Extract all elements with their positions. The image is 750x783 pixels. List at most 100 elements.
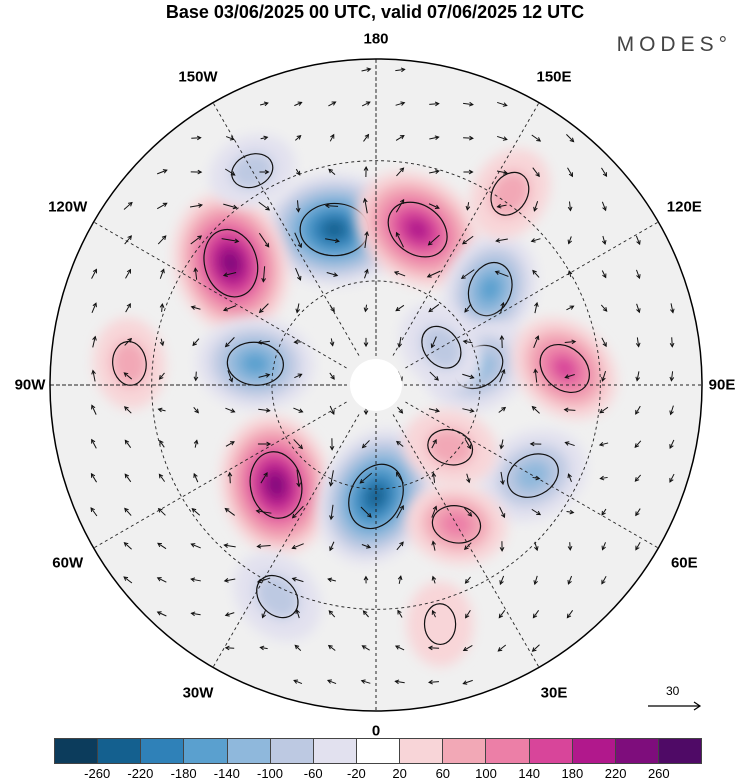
wind-arrow (258, 232, 270, 248)
wind-arrow (428, 304, 440, 313)
longitude-label: 120E (666, 198, 702, 216)
wind-arrow (530, 238, 541, 243)
wind-arrow (599, 406, 609, 414)
longitude-label: 60W (52, 554, 84, 572)
wind-arrow (363, 304, 369, 313)
wind-arrow (190, 577, 201, 583)
wind-arrow (634, 440, 642, 449)
wind-arrow (293, 679, 303, 685)
wind-arrow (293, 439, 304, 450)
colorbar-tick: 260 (647, 766, 670, 781)
wind-arrow (329, 133, 335, 142)
wind-arrow (159, 268, 165, 279)
meridian-line (212, 102, 360, 356)
wind-arrow (431, 575, 437, 584)
wind-arrow (224, 507, 235, 516)
wind-arrow (600, 304, 608, 312)
colorbar-tick: -60 (303, 766, 323, 781)
wind-arrow (223, 578, 236, 583)
anomaly-center (443, 233, 537, 345)
wind-arrow (496, 203, 507, 209)
anomaly-contour (551, 355, 578, 382)
anomaly-center (403, 409, 497, 486)
colorbar-tick-labels: -260 -220 -180 -140 -100 -60 -20 20 60 100 140 180 2… (54, 766, 702, 782)
wind-arrow (293, 407, 304, 413)
wind-arrow (294, 373, 303, 379)
meridian-line (405, 221, 659, 369)
wind-arrow (395, 231, 404, 248)
wind-arrow (669, 439, 675, 450)
wind-arrow (157, 507, 166, 516)
longitude-label: 30E (540, 684, 568, 702)
anomaly-contour (111, 340, 148, 387)
wind-arrow (295, 200, 301, 213)
wind-arrow (430, 336, 437, 349)
wind-arrow (255, 509, 272, 514)
wind-arrow (224, 337, 235, 348)
wind-arrow (429, 101, 440, 107)
streamfunction-isoline (387, 201, 448, 258)
wind-arrow (190, 543, 201, 549)
wind-arrow (363, 575, 369, 584)
wind-arrow (295, 267, 302, 281)
wind-arrow (567, 236, 573, 245)
wind-arrow (329, 372, 335, 380)
wind-arrow (258, 201, 271, 211)
wind-arrow (431, 472, 437, 483)
wind-arrow (395, 440, 404, 447)
wind-arrow (634, 474, 642, 482)
wind-arrow (224, 645, 235, 651)
wind-arrow (193, 472, 199, 483)
wind-arrow (499, 506, 506, 519)
wind-arrow (123, 201, 133, 210)
wind-arrow (329, 504, 334, 521)
wind-arrow (669, 405, 674, 416)
colorbar-swatch (658, 739, 702, 763)
longitude-label: 60E (670, 554, 698, 572)
wind-arrow (294, 232, 303, 249)
streamfunction-isoline (467, 261, 513, 317)
colorbar-tick: -100 (256, 766, 284, 781)
wind-arrow (466, 473, 471, 484)
wind-arrow (156, 202, 168, 210)
wind-arrow (460, 269, 475, 279)
latitude-circle (151, 160, 601, 610)
streamfunction-isoline (423, 603, 457, 646)
wind-arrow (125, 302, 131, 313)
streamfunction-isoline (203, 228, 259, 298)
wind-arrow (227, 370, 234, 383)
reference-vector-arrow (648, 701, 702, 711)
wind-arrow (498, 406, 507, 413)
colorbar-tick: 220 (604, 766, 627, 781)
wind-arrow (635, 235, 641, 246)
colorbar-tick: 140 (518, 766, 541, 781)
wind-arrow (465, 609, 471, 619)
wind-arrow (361, 101, 371, 107)
wind-arrow (295, 134, 302, 141)
wind-arrow (636, 303, 641, 314)
wind-arrow (567, 201, 573, 212)
wind-arrow (567, 473, 572, 483)
wind-arrow (496, 170, 509, 175)
wind-arrow (533, 575, 538, 586)
reference-vector-label: 30 (666, 684, 680, 698)
wind-arrow (428, 679, 439, 685)
wind-arrow (397, 575, 403, 584)
wind-arrow (498, 610, 506, 619)
wind-arrow (426, 270, 441, 278)
wind-arrow (463, 135, 474, 141)
wind-arrow (531, 644, 540, 652)
streamfunction-isoline (421, 325, 462, 369)
wind-arrow (361, 544, 372, 549)
wind-arrow (496, 135, 508, 141)
wind-arrow (223, 203, 238, 210)
wind-arrow (193, 406, 199, 414)
wind-arrow (463, 101, 474, 107)
wind-arrow (465, 202, 471, 211)
wind-arrow (635, 337, 641, 348)
wind-arrow (635, 542, 641, 551)
wind-arrow (260, 472, 268, 484)
wind-arrow (221, 238, 240, 244)
anomaly-contour (426, 428, 474, 467)
anomaly-contour (406, 581, 474, 667)
